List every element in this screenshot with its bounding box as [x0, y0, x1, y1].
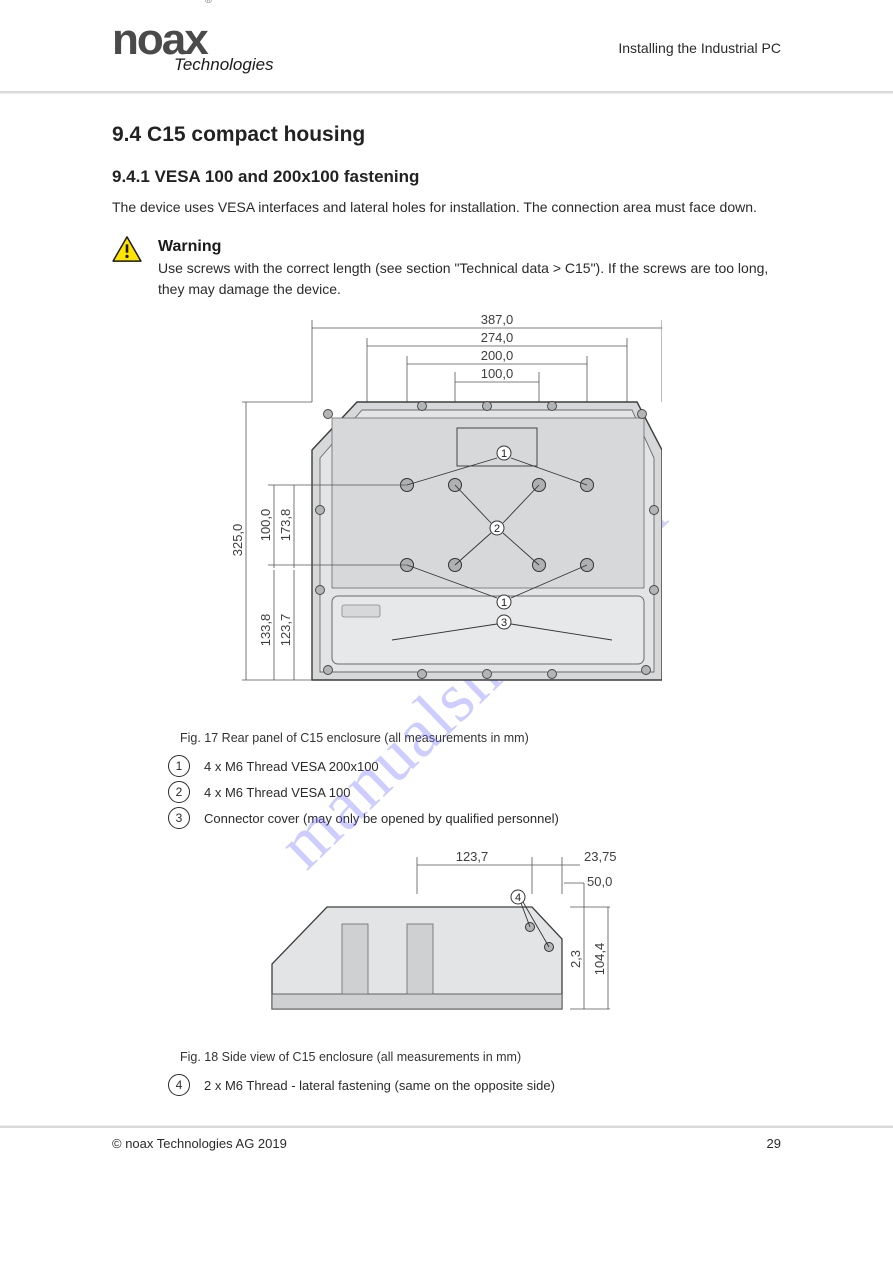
dim-text: 23,75 [584, 849, 617, 864]
callout-label: 1 [500, 597, 506, 609]
figure-rear: 387,0 274,0 200,0 100,0 [112, 310, 781, 725]
legend-label: 4 x M6 Thread VESA 100 [204, 785, 350, 800]
legend-label: 4 x M6 Thread VESA 200x100 [204, 759, 379, 774]
dim-text: 2,3 [568, 950, 583, 968]
page-footer: © noax Technologies AG 2019 29 [0, 1128, 893, 1171]
dim-text: 100,0 [480, 366, 513, 381]
figure-side: 123,7 23,75 [112, 839, 781, 1044]
callout-label: 4 [514, 892, 520, 904]
callout-label: 3 [500, 617, 506, 629]
warning-block: Warning Use screws with the correct leng… [112, 236, 781, 300]
figure-rear-caption: Fig. 17 Rear panel of C15 enclosure (all… [180, 731, 781, 745]
dim-text: 100,0 [258, 509, 273, 542]
legend-number-icon: 4 [168, 1074, 190, 1096]
dim-text: 325,0 [232, 524, 245, 557]
legend-number-icon: 3 [168, 807, 190, 829]
legend-item: 2 4 x M6 Thread VESA 100 [168, 781, 781, 803]
dim-text: 123,7 [455, 849, 488, 864]
heading-2-vesa: 9.4.1 VESA 100 and 200x100 fastening [112, 167, 781, 187]
legend-label: 2 x M6 Thread - lateral fastening (same … [204, 1078, 555, 1093]
legend-label: Connector cover (may only be opened by q… [204, 811, 559, 826]
dim-text: 173,8 [278, 509, 293, 542]
warning-text: Use screws with the correct length (see … [158, 258, 781, 300]
figure-side-caption: Fig. 18 Side view of C15 enclosure (all … [180, 1050, 781, 1064]
legend-item: 3 Connector cover (may only be opened by… [168, 807, 781, 829]
header-chapter-title: Installing the Industrial PC [618, 40, 781, 56]
footer-page-number: 29 [767, 1136, 781, 1151]
dim-text: 50,0 [587, 874, 612, 889]
side-drawing: 123,7 23,75 [232, 839, 662, 1039]
dim-text: 104,4 [592, 943, 607, 976]
intro-paragraph: The device uses VESA interfaces and late… [112, 197, 781, 218]
enclosure-shape [312, 402, 662, 680]
dim-text: 387,0 [480, 312, 513, 327]
logo-subtitle: Technologies [174, 56, 893, 73]
footer-copyright: © noax Technologies AG 2019 [112, 1136, 287, 1151]
warning-heading: Warning [158, 238, 781, 256]
dim-text: 123,7 [278, 614, 293, 647]
page-header: noax® Technologies Installing the Indust… [0, 0, 893, 81]
legend-number-icon: 2 [168, 781, 190, 803]
rear-drawing: 387,0 274,0 200,0 100,0 [232, 310, 662, 720]
legend-item: 4 2 x M6 Thread - lateral fastening (sam… [168, 1074, 781, 1096]
side-enclosure [272, 907, 562, 1009]
callout-label: 1 [500, 448, 506, 460]
legend-item: 1 4 x M6 Thread VESA 200x100 [168, 755, 781, 777]
page-body: 9.4 C15 compact housing 9.4.1 VESA 100 a… [0, 93, 893, 1096]
heading-1: 9.4 C15 compact housing [112, 123, 781, 147]
warning-icon [112, 236, 142, 267]
dim-text: 274,0 [480, 330, 513, 345]
figure-rear-legend: 1 4 x M6 Thread VESA 200x100 2 4 x M6 Th… [168, 755, 781, 829]
dim-text: 133,8 [258, 614, 273, 647]
figure-side-legend: 4 2 x M6 Thread - lateral fastening (sam… [168, 1074, 781, 1096]
legend-number-icon: 1 [168, 755, 190, 777]
callout-label: 2 [493, 523, 499, 535]
logo-registered: ® [205, 0, 212, 6]
dim-text: 200,0 [480, 348, 513, 363]
